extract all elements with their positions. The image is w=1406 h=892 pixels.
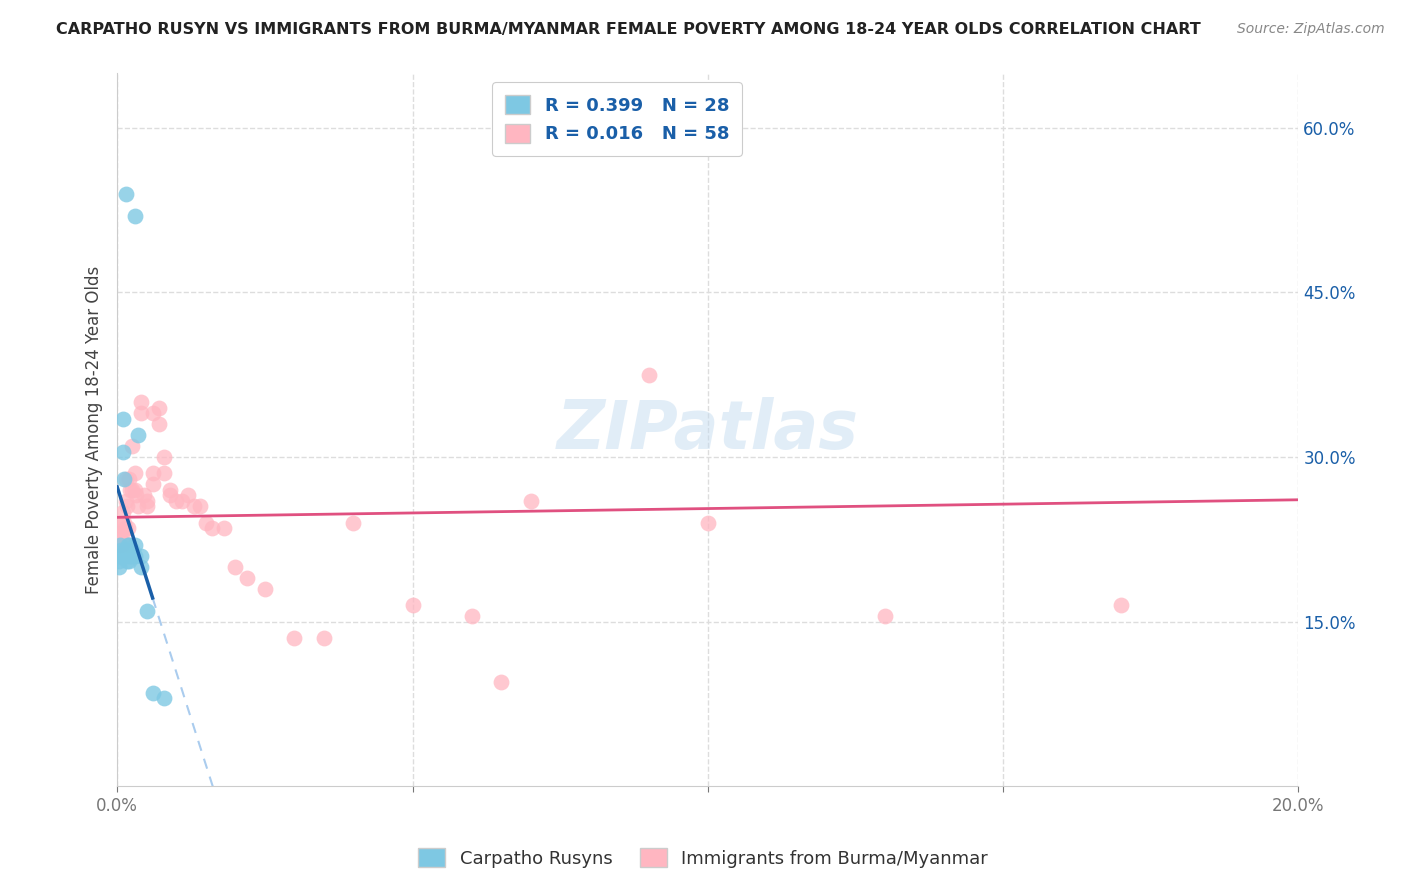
Point xyxy=(108,538,131,552)
Point xyxy=(124,467,146,481)
Point xyxy=(489,674,512,689)
Point xyxy=(110,533,132,547)
Point xyxy=(118,538,141,552)
Point xyxy=(121,483,143,497)
Point xyxy=(124,549,146,563)
Point xyxy=(118,538,141,552)
Point xyxy=(142,477,165,491)
Point xyxy=(118,472,141,486)
Point xyxy=(312,631,335,645)
Point xyxy=(115,543,138,558)
Point xyxy=(129,395,152,409)
Point xyxy=(108,516,131,530)
Point xyxy=(114,521,136,535)
Point xyxy=(159,483,181,497)
Point xyxy=(115,186,138,201)
Point xyxy=(696,516,718,530)
Point xyxy=(132,488,155,502)
Point xyxy=(112,411,135,425)
Point xyxy=(115,554,138,568)
Point xyxy=(121,543,143,558)
Point xyxy=(188,500,211,514)
Point xyxy=(401,598,423,612)
Point xyxy=(112,472,135,486)
Point xyxy=(142,406,165,420)
Point xyxy=(165,494,187,508)
Point xyxy=(111,526,134,541)
Point xyxy=(236,571,259,585)
Point xyxy=(519,494,541,508)
Point xyxy=(135,494,157,508)
Point xyxy=(110,543,132,558)
Point xyxy=(115,549,138,563)
Point xyxy=(127,500,149,514)
Point xyxy=(212,521,235,535)
Point xyxy=(129,406,152,420)
Point xyxy=(108,538,131,552)
Point xyxy=(115,472,138,486)
Point xyxy=(460,609,482,624)
Point xyxy=(142,467,165,481)
Point xyxy=(110,538,132,552)
Point xyxy=(873,609,896,624)
Point xyxy=(114,543,136,558)
Point xyxy=(112,516,135,530)
Point xyxy=(153,450,176,464)
Point xyxy=(127,428,149,442)
Point xyxy=(121,439,143,453)
Point xyxy=(637,368,659,382)
Legend: R = 0.399   N = 28, R = 0.016   N = 58: R = 0.399 N = 28, R = 0.016 N = 58 xyxy=(492,82,742,156)
Point xyxy=(124,209,146,223)
Point xyxy=(115,494,138,508)
Point xyxy=(224,559,246,574)
Point xyxy=(112,444,135,458)
Point xyxy=(108,554,131,568)
Point xyxy=(172,494,194,508)
Point xyxy=(129,559,152,574)
Point xyxy=(121,549,143,563)
Point xyxy=(153,691,176,706)
Point xyxy=(118,554,141,568)
Point xyxy=(120,483,142,497)
Point xyxy=(117,538,139,552)
Point xyxy=(108,559,131,574)
Point xyxy=(342,516,364,530)
Point xyxy=(159,488,181,502)
Point xyxy=(253,582,276,596)
Point xyxy=(148,417,170,431)
Point xyxy=(117,521,139,535)
Point xyxy=(110,549,132,563)
Point xyxy=(201,521,224,535)
Point xyxy=(111,549,134,563)
Point xyxy=(148,401,170,415)
Text: Source: ZipAtlas.com: Source: ZipAtlas.com xyxy=(1237,22,1385,37)
Point xyxy=(125,488,148,502)
Point xyxy=(115,500,138,514)
Point xyxy=(108,549,131,563)
Point xyxy=(124,538,146,552)
Point xyxy=(1111,598,1133,612)
Point xyxy=(142,686,165,700)
Text: ZIPatlas: ZIPatlas xyxy=(557,397,859,463)
Point xyxy=(129,549,152,563)
Point xyxy=(177,488,200,502)
Point xyxy=(135,500,157,514)
Point xyxy=(283,631,305,645)
Point xyxy=(118,549,141,563)
Point xyxy=(108,526,131,541)
Point xyxy=(112,505,135,519)
Point xyxy=(183,500,205,514)
Legend: Carpatho Rusyns, Immigrants from Burma/Myanmar: Carpatho Rusyns, Immigrants from Burma/M… xyxy=(408,838,998,879)
Point xyxy=(135,604,157,618)
Point xyxy=(194,516,217,530)
Y-axis label: Female Poverty Among 18-24 Year Olds: Female Poverty Among 18-24 Year Olds xyxy=(86,266,103,594)
Point xyxy=(124,483,146,497)
Text: CARPATHO RUSYN VS IMMIGRANTS FROM BURMA/MYANMAR FEMALE POVERTY AMONG 18-24 YEAR : CARPATHO RUSYN VS IMMIGRANTS FROM BURMA/… xyxy=(56,22,1201,37)
Point xyxy=(153,467,176,481)
